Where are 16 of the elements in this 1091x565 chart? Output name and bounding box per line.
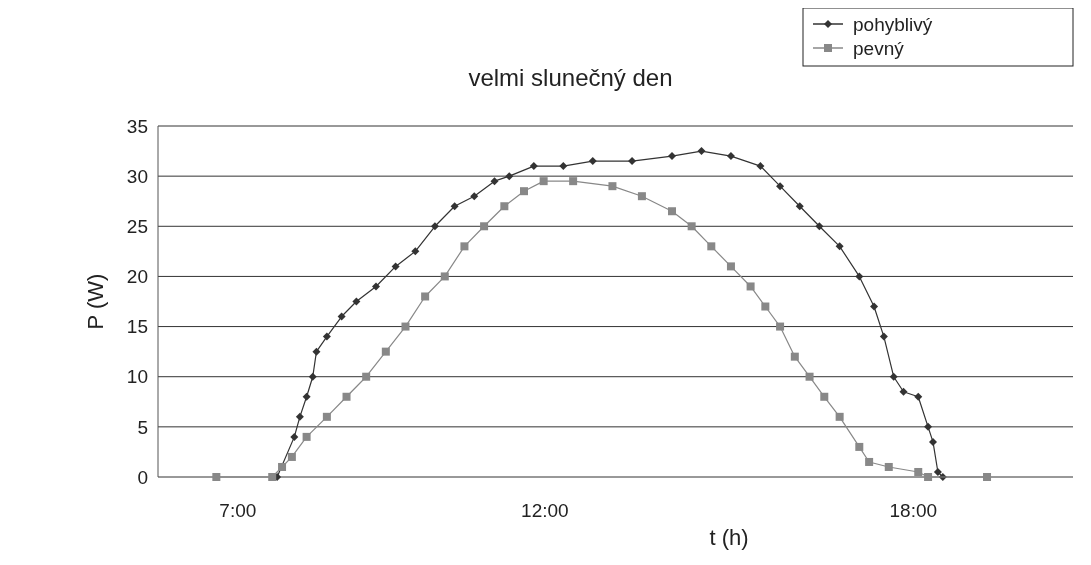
y-tick-label: 5	[137, 416, 148, 438]
y-tick-label: 35	[126, 115, 148, 137]
chart-title: velmi slunečný den	[468, 64, 673, 91]
x-axis-title: t (h)	[709, 525, 749, 550]
x-tick-label: 12:00	[521, 500, 569, 521]
y-tick-label: 20	[126, 266, 148, 288]
y-tick-label: 25	[126, 215, 148, 237]
x-tick-label: 7:00	[219, 500, 257, 521]
legend-label: pevný	[853, 37, 905, 59]
x-tick-label: 18:00	[889, 500, 938, 521]
y-tick-label: 15	[126, 316, 148, 338]
y-axis-title: P (W)	[83, 273, 108, 330]
y-tick-label: 10	[126, 366, 148, 388]
y-tick-label: 30	[126, 165, 148, 187]
legend-label: pohyblivý	[853, 13, 933, 35]
y-tick-label: 0	[137, 466, 148, 488]
